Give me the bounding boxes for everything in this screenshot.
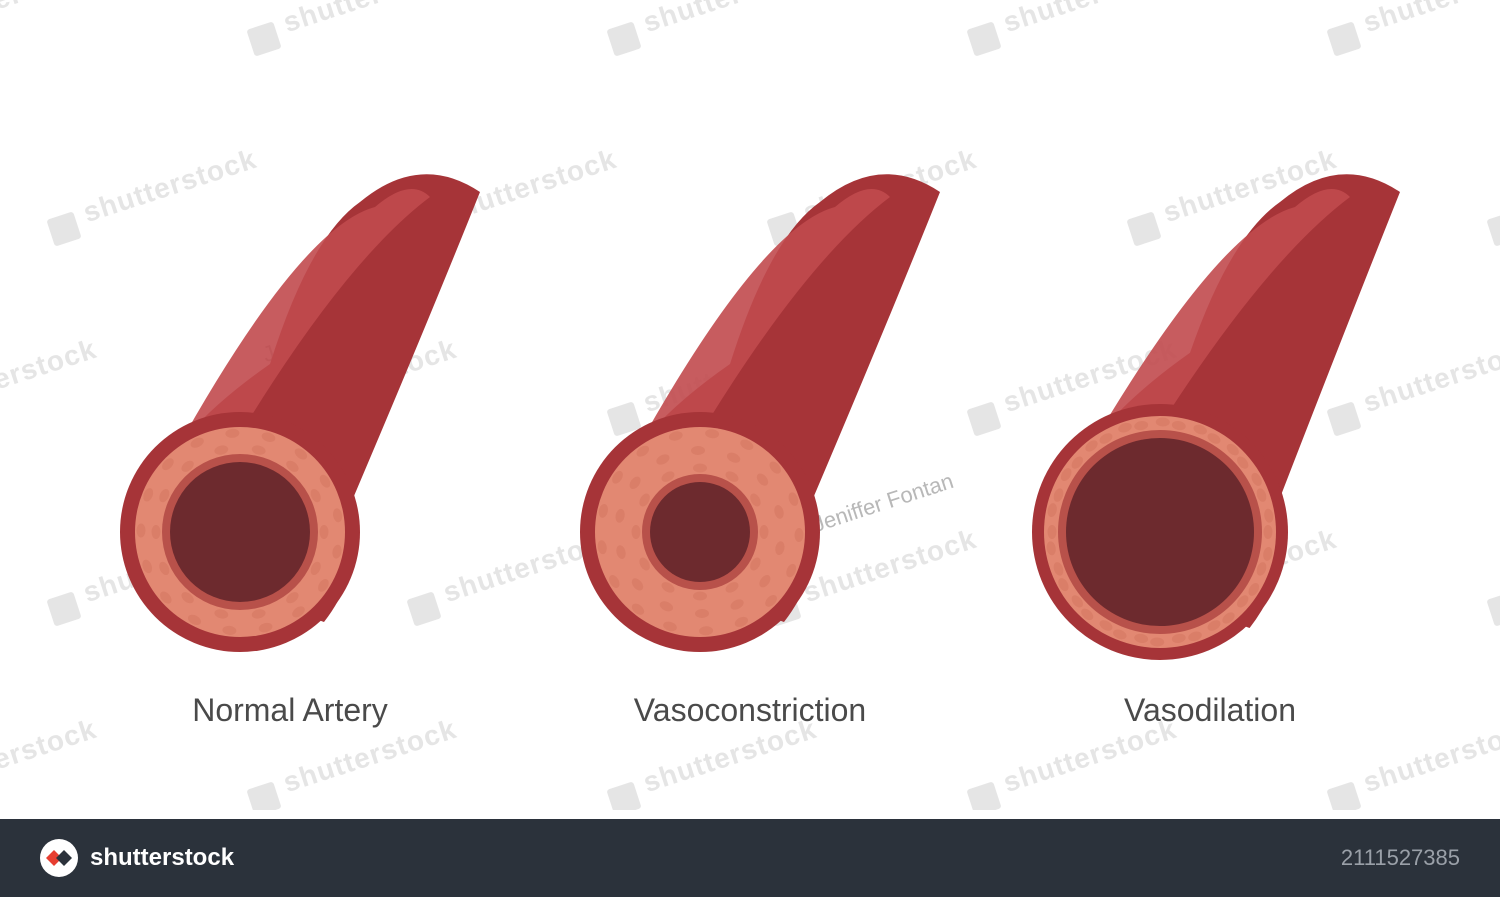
shutterstock-icon (40, 839, 78, 877)
artery-label-normal: Normal Artery (192, 692, 388, 729)
artery-svg-vasoconstriction (540, 102, 960, 682)
artery-panel-vasodilation: Vasodilation (1000, 102, 1420, 729)
footer-logo-text: shutterstock (90, 844, 234, 872)
artery-svg-normal (80, 102, 500, 682)
artery-svg-vasodilation (1000, 102, 1420, 682)
artery-graphic-vasodilation (1000, 102, 1420, 682)
footer-image-id: 2111527385 (1341, 845, 1460, 871)
artery-panel-vasoconstriction: Vasoconstriction (540, 102, 960, 729)
artery-graphic-vasoconstriction (540, 102, 960, 682)
artery-label-vasodilation: Vasodilation (1124, 692, 1296, 729)
artery-graphic-normal (80, 102, 500, 682)
footer-logo: shutterstock (40, 839, 234, 877)
footer-bar: shutterstock 2111527385 (0, 819, 1500, 897)
artery-label-vasoconstriction: Vasoconstriction (634, 692, 866, 729)
artery-diagram: Normal Artery Vasoconstriction Vasodilat… (0, 0, 1500, 810)
artery-panel-normal: Normal Artery (80, 102, 500, 729)
